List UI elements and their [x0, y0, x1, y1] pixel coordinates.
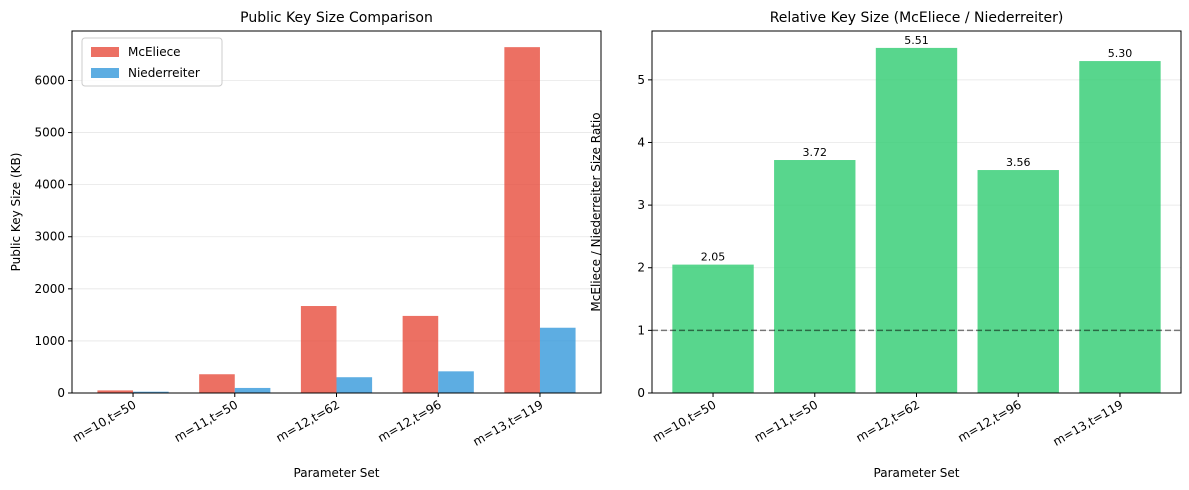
data-label-2: 5.51: [904, 34, 929, 47]
bar-mceliece-4: [504, 47, 540, 394]
legend-swatch-niederreiter: [91, 68, 119, 78]
bar-niederreiter-4: [539, 327, 576, 393]
y-tick-label-4: 4: [637, 135, 645, 149]
x-tick-label-4: m=13,t=119: [470, 397, 545, 448]
x-tick-label-1: m=11,t=50: [172, 397, 240, 445]
y-axis-label: McEliece / Niederreiter Size Ratio: [589, 112, 603, 311]
y-tick-label-4: 4000: [34, 178, 65, 192]
data-label-4: 5.30: [1108, 47, 1133, 60]
bar-niederreiter-3: [438, 371, 474, 393]
legend-label-mceliece: McEliece: [128, 45, 181, 59]
bar-mceliece-1: [199, 374, 235, 393]
bar-niederreiter-2: [336, 377, 373, 393]
y-tick-label-0: 0: [57, 386, 65, 400]
y-tick-label-0: 0: [637, 386, 645, 400]
x-tick-label-4: m=13,t=119: [1050, 397, 1125, 448]
chart-title: Relative Key Size (McEliece / Niederreit…: [770, 10, 1064, 26]
y-tick-label-3: 3000: [34, 230, 65, 244]
legend: McEliece Niederreiter: [81, 37, 223, 87]
x-tick-label-2: m=12,t=62: [274, 397, 342, 445]
bar-ratio-3: [977, 170, 1059, 393]
bar-niederreiter-1: [234, 387, 271, 393]
chart-title: Public Key Size Comparison: [240, 10, 433, 26]
data-label-0: 2.05: [701, 251, 726, 264]
y-tick-label-6: 6000: [34, 73, 65, 87]
y-axis-label: Public Key Size (KB): [9, 153, 23, 272]
bar-ratio-1: [774, 160, 856, 393]
y-tick-label-2: 2: [637, 261, 645, 275]
bar-mceliece-0: [97, 390, 134, 393]
x-tick-label-1: m=11,t=50: [752, 397, 820, 445]
y-tick-label-5: 5000: [34, 126, 65, 140]
x-tick-label-3: m=12,t=96: [375, 397, 443, 445]
bar-ratio-4: [1079, 61, 1161, 393]
bar-ratio-0: [672, 264, 754, 393]
y-tick-label-5: 5: [637, 73, 645, 87]
y-tick-label-3: 3: [637, 198, 645, 212]
x-axis-label: Parameter Set: [874, 466, 960, 480]
y-tick-label-1: 1000: [34, 334, 65, 348]
x-tick-label-0: m=10,t=50: [650, 397, 718, 445]
x-tick-label-3: m=12,t=96: [955, 397, 1023, 445]
bar-mceliece-2: [300, 306, 337, 393]
bar-ratio-2: [875, 47, 958, 393]
x-axis-label: Parameter Set: [294, 466, 380, 480]
relative-key-size-chart: 2.05 3.72 5.51 3.56 5.30 0 1 2 3 4 5 m=10,t=50 m=11,…: [589, 10, 1182, 480]
x-tick-label-2: m=12,t=62: [854, 397, 922, 445]
legend-label-niederreiter: Niederreiter: [128, 66, 200, 80]
x-tick-label-0: m=10,t=50: [70, 397, 138, 445]
bar-niederreiter-0: [133, 391, 169, 393]
data-label-1: 3.72: [803, 146, 828, 159]
y-tick-label-2: 2000: [34, 282, 65, 296]
key-size-comparison-chart: 0 1000 2000 3000 4000 5000 6000 m=10,t=50 m=11,t…: [9, 10, 602, 480]
data-label-3: 3.56: [1006, 156, 1031, 169]
y-tick-label-1: 1: [637, 323, 645, 337]
legend-swatch-mceliece: [91, 47, 119, 57]
bar-mceliece-3: [402, 315, 439, 393]
